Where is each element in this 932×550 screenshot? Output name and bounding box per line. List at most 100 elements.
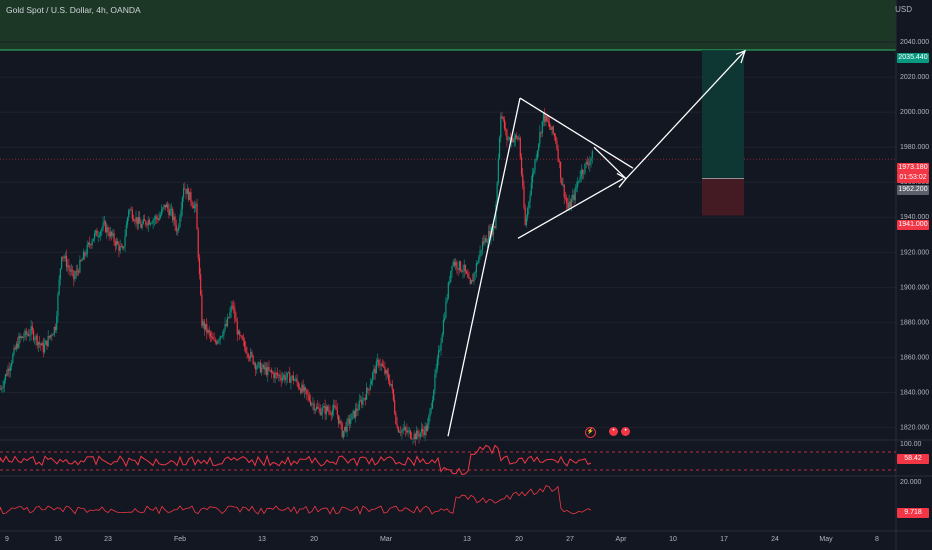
candle-body <box>569 201 571 207</box>
candle-body <box>328 410 330 412</box>
candle-body <box>408 430 410 432</box>
candle-body <box>353 410 355 418</box>
candle-body <box>206 323 208 333</box>
candle-body <box>231 306 233 307</box>
candle-body <box>272 372 274 374</box>
candle-body <box>131 210 133 219</box>
candle-body <box>305 387 307 390</box>
candle-body <box>167 204 169 209</box>
candle-body <box>434 374 436 391</box>
candle-body <box>427 424 429 432</box>
y-tick-label: 1900.000 <box>900 284 929 291</box>
symbol-title[interactable]: Gold Spot / U.S. Dollar, 4h, OANDA <box>6 5 141 15</box>
candle-body <box>405 427 407 430</box>
candle-body <box>86 244 88 255</box>
candle-body <box>213 339 215 341</box>
x-label: 20 <box>515 536 523 543</box>
candle-body <box>75 270 77 276</box>
x-label: 9 <box>5 536 9 543</box>
candle-body <box>218 339 220 341</box>
candle-body <box>173 216 175 221</box>
candle-body <box>123 246 125 249</box>
candle-body <box>106 227 108 233</box>
candle-body <box>561 178 563 185</box>
candle-body <box>100 231 102 236</box>
candle-body <box>168 208 170 216</box>
candle-body <box>339 420 341 424</box>
candle-body <box>201 294 203 326</box>
candle-body <box>228 317 230 319</box>
candle-body <box>159 214 162 218</box>
candle-body <box>387 374 390 381</box>
candle-body <box>320 412 323 415</box>
candle-body <box>274 372 276 379</box>
candle-body <box>225 324 227 326</box>
candle-body <box>552 126 554 134</box>
candle-body <box>176 230 179 232</box>
candle-body <box>342 430 345 438</box>
candle-body <box>10 362 13 367</box>
x-label: 23 <box>104 536 112 543</box>
candle-body <box>207 330 209 333</box>
event-flag-icon[interactable]: • <box>609 427 618 436</box>
candle-body <box>368 389 370 391</box>
candle-body <box>141 223 143 229</box>
candle-body <box>2 386 4 389</box>
candle-body <box>283 375 285 378</box>
candle-body <box>120 246 122 247</box>
candle-body <box>237 331 240 335</box>
candle-body <box>185 189 187 195</box>
candle-body <box>406 429 408 433</box>
candle-body <box>386 370 388 375</box>
candle-body <box>292 375 294 381</box>
candle-body <box>1 388 3 390</box>
candle-body <box>483 241 485 244</box>
candle-body <box>124 236 126 247</box>
candle-body <box>585 161 587 164</box>
y-tick-label: 1940.000 <box>900 214 929 221</box>
candle-body <box>536 150 538 159</box>
candle-body <box>56 316 58 330</box>
event-flag-icon-2[interactable]: • <box>621 427 630 436</box>
rsi-line <box>0 444 592 476</box>
candle-body <box>318 408 320 410</box>
y-tick-label: 1840.000 <box>900 389 929 396</box>
candle-body <box>239 331 241 336</box>
y-tick-label: 1860.000 <box>900 354 929 361</box>
forecast-arrowhead <box>735 49 747 64</box>
candle-body <box>226 317 229 326</box>
candle-body <box>591 151 593 158</box>
candle-body <box>501 116 503 118</box>
candle-body <box>103 221 105 224</box>
candle-body <box>530 182 532 195</box>
candle-body <box>324 405 326 415</box>
candle-body <box>54 326 57 330</box>
candle-body <box>500 116 502 138</box>
candle-body <box>91 240 93 246</box>
candle-body <box>300 388 302 393</box>
candle-body <box>230 306 232 312</box>
candle-body <box>445 301 447 318</box>
event-flash-icon[interactable]: ⚡ <box>585 427 596 438</box>
candle-body <box>224 324 226 330</box>
candle-body <box>204 323 207 330</box>
candle-body <box>547 120 549 123</box>
y-tick-label: 1980.000 <box>900 144 929 151</box>
candle-body <box>101 228 103 232</box>
candle-body <box>17 343 19 348</box>
candle-body <box>257 362 259 368</box>
candle-body <box>512 138 514 143</box>
candle-body <box>261 367 263 373</box>
candle-body <box>30 326 32 335</box>
candle-body <box>104 221 107 233</box>
candle-body <box>359 400 362 402</box>
candle-body <box>528 202 530 209</box>
candle-body <box>108 233 110 237</box>
candle-body <box>392 388 395 401</box>
candle-body <box>126 217 129 225</box>
candle-body <box>516 135 518 137</box>
candle-body <box>170 208 172 210</box>
pattern-line <box>625 50 746 180</box>
candle-body <box>200 274 202 295</box>
